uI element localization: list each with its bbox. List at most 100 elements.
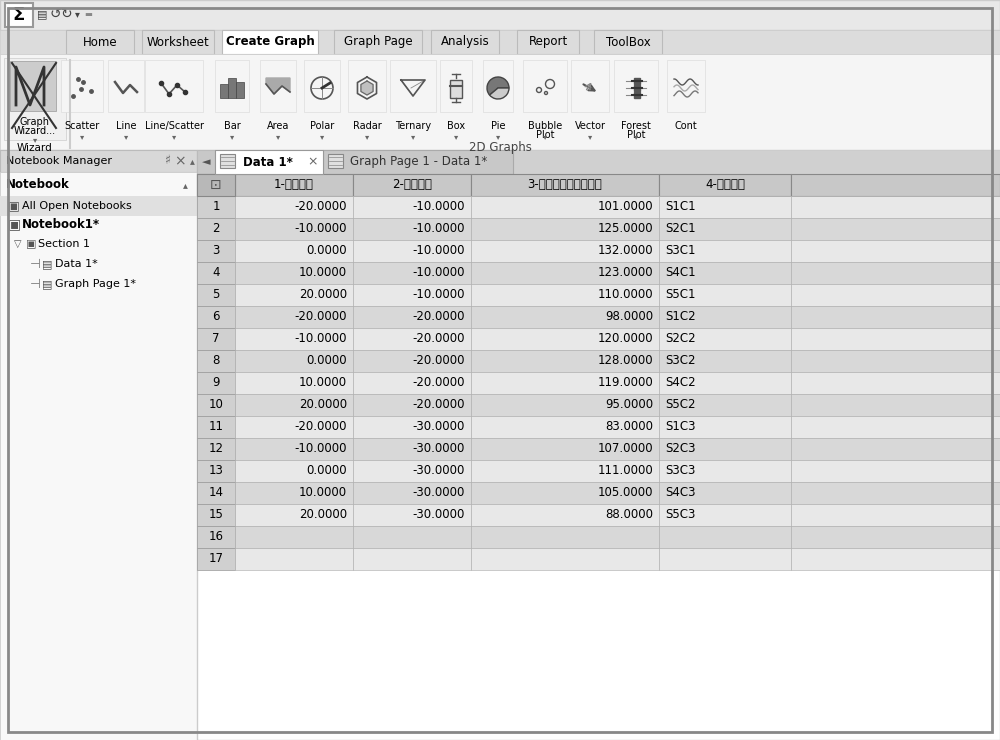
Bar xyxy=(791,284,1000,306)
Polygon shape xyxy=(361,81,373,95)
Text: Radar: Radar xyxy=(353,121,381,131)
Bar xyxy=(791,328,1000,350)
Bar xyxy=(197,394,235,416)
Text: Polar: Polar xyxy=(310,121,334,131)
Text: ▾: ▾ xyxy=(276,132,280,141)
Text: -30.0000: -30.0000 xyxy=(413,443,465,456)
Bar xyxy=(791,394,1000,416)
Text: Graph Page 1 - Data 1*: Graph Page 1 - Data 1* xyxy=(350,155,487,169)
Bar xyxy=(197,150,1000,740)
Text: ×: × xyxy=(308,155,318,169)
Bar xyxy=(0,30,1000,54)
Bar xyxy=(235,526,353,548)
Bar xyxy=(471,174,659,196)
Text: 4: 4 xyxy=(212,266,220,280)
Bar xyxy=(791,526,1000,548)
Bar xyxy=(483,60,513,112)
Text: ▾: ▾ xyxy=(33,135,37,144)
Text: All Open Notebooks: All Open Notebooks xyxy=(22,201,132,211)
Bar xyxy=(791,196,1000,218)
Text: Graph Page 1*: Graph Page 1* xyxy=(55,279,136,289)
Text: Ternary: Ternary xyxy=(395,121,431,131)
Text: ▤: ▤ xyxy=(42,259,52,269)
Text: ▾: ▾ xyxy=(454,132,458,141)
Text: Home: Home xyxy=(83,36,117,49)
Bar xyxy=(0,196,197,216)
Bar xyxy=(791,548,1000,570)
Text: 8: 8 xyxy=(212,354,220,368)
Text: Wizard: Wizard xyxy=(17,143,53,153)
Bar xyxy=(235,218,353,240)
Text: ▣: ▣ xyxy=(8,200,20,212)
Bar xyxy=(471,482,659,504)
Text: S2C3: S2C3 xyxy=(665,443,696,456)
Bar xyxy=(228,78,236,98)
Text: Line/Scatter: Line/Scatter xyxy=(144,121,204,131)
Text: -20.0000: -20.0000 xyxy=(413,399,465,411)
Text: -30.0000: -30.0000 xyxy=(413,508,465,522)
Bar xyxy=(353,460,471,482)
Text: 88.0000: 88.0000 xyxy=(605,508,653,522)
Bar xyxy=(791,218,1000,240)
Bar xyxy=(235,196,353,218)
Bar xyxy=(450,80,462,98)
Text: -20.0000: -20.0000 xyxy=(294,311,347,323)
Bar xyxy=(235,350,353,372)
Bar xyxy=(66,30,134,54)
Bar xyxy=(659,504,791,526)
Bar xyxy=(197,306,235,328)
Text: S3C3: S3C3 xyxy=(665,465,695,477)
Bar xyxy=(667,60,705,112)
Text: 7: 7 xyxy=(212,332,220,346)
Bar xyxy=(791,350,1000,372)
Bar xyxy=(353,284,471,306)
Text: S5C3: S5C3 xyxy=(665,508,695,522)
Bar xyxy=(236,82,244,98)
Bar xyxy=(353,240,471,262)
Bar xyxy=(260,60,296,112)
Text: S1C2: S1C2 xyxy=(665,311,696,323)
Text: ↻: ↻ xyxy=(61,7,73,21)
Bar xyxy=(353,438,471,460)
Bar xyxy=(353,218,471,240)
Bar xyxy=(4,58,66,140)
Text: S5C2: S5C2 xyxy=(665,399,696,411)
Bar xyxy=(197,150,215,174)
Text: Scatter: Scatter xyxy=(64,121,100,131)
Bar xyxy=(523,60,567,112)
Bar xyxy=(235,394,353,416)
Text: -20.0000: -20.0000 xyxy=(413,377,465,389)
Text: ⊡: ⊡ xyxy=(210,178,222,192)
Text: ▾: ▾ xyxy=(80,132,84,141)
Text: Create Graph: Create Graph xyxy=(226,36,314,49)
Text: 105.0000: 105.0000 xyxy=(598,486,653,500)
Text: 125.0000: 125.0000 xyxy=(597,223,653,235)
Text: 98.0000: 98.0000 xyxy=(605,311,653,323)
Polygon shape xyxy=(266,78,290,94)
Text: 10.0000: 10.0000 xyxy=(299,377,347,389)
Text: Σ: Σ xyxy=(13,6,25,24)
Text: -30.0000: -30.0000 xyxy=(413,486,465,500)
Text: 15: 15 xyxy=(209,508,223,522)
Text: Bar: Bar xyxy=(224,121,240,131)
Text: -10.0000: -10.0000 xyxy=(413,266,465,280)
Bar xyxy=(5,3,33,27)
Text: Graph: Graph xyxy=(20,117,50,127)
Bar xyxy=(659,526,791,548)
Bar xyxy=(197,284,235,306)
Bar xyxy=(659,196,791,218)
Text: 128.0000: 128.0000 xyxy=(597,354,653,368)
Bar xyxy=(197,262,235,284)
Text: ◄: ◄ xyxy=(202,157,210,167)
Text: -30.0000: -30.0000 xyxy=(413,465,465,477)
Text: -20.0000: -20.0000 xyxy=(413,332,465,346)
Bar xyxy=(353,526,471,548)
Text: 110.0000: 110.0000 xyxy=(597,289,653,301)
Bar xyxy=(471,526,659,548)
Bar xyxy=(353,174,471,196)
Text: ▤: ▤ xyxy=(42,279,52,289)
Bar xyxy=(61,60,103,112)
Text: 119.0000: 119.0000 xyxy=(597,377,653,389)
Text: 6: 6 xyxy=(212,311,220,323)
Text: ▾: ▾ xyxy=(543,132,547,141)
